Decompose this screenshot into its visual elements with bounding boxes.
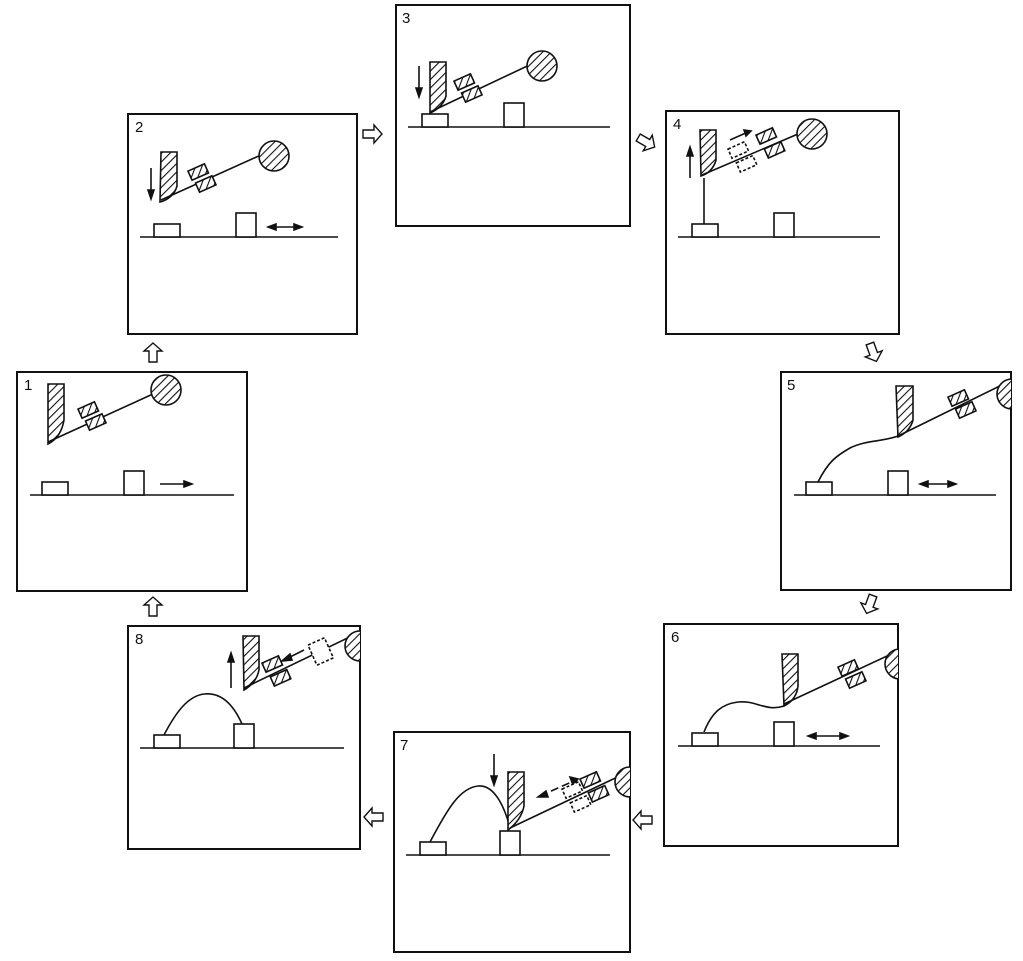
wire-clamp-icon	[260, 654, 292, 688]
bond-pad-2	[503, 102, 525, 128]
wire-spool-icon	[150, 374, 182, 406]
hollow-arrow-icon	[635, 133, 656, 153]
hollow-arrow-icon	[142, 342, 164, 363]
wire	[509, 771, 629, 829]
wire-clamp-old-position	[726, 140, 758, 174]
bond-pad-2	[233, 723, 255, 749]
panel-label: 1	[24, 377, 32, 394]
wire	[243, 631, 360, 689]
wire-spool-icon	[344, 630, 360, 662]
wire-spool-icon	[258, 140, 290, 172]
wire-clamp-icon	[452, 72, 484, 104]
bond-pad-1	[691, 732, 719, 747]
panel-label: 6	[671, 629, 679, 646]
panel-2: 2	[127, 113, 358, 335]
bond-pad-1	[153, 734, 181, 749]
bond-pad-2	[235, 212, 257, 238]
bond-pad-1	[153, 223, 181, 238]
wire	[47, 387, 167, 443]
wire-loop	[817, 435, 899, 483]
bond-pad-1	[805, 481, 833, 496]
hollow-arrow-icon	[859, 593, 880, 615]
wire	[160, 149, 273, 201]
wire-clamp-icon	[754, 126, 786, 160]
wire-spool-icon	[884, 648, 898, 680]
wire-spool-icon	[996, 378, 1011, 410]
wire-clamp-icon	[76, 400, 108, 432]
wire-clamp-icon	[186, 162, 218, 194]
panel-label: 4	[673, 116, 681, 133]
panel-3: 3	[395, 4, 631, 227]
panel-6: 6	[663, 623, 899, 847]
panel-label: 3	[402, 10, 410, 27]
wire-clamp-old-position	[560, 780, 592, 814]
capillary-icon	[242, 635, 260, 692]
panel-5: 5	[780, 371, 1012, 591]
capillary-icon	[429, 61, 447, 115]
wire-clamp-icon	[836, 658, 868, 690]
panel-label: 2	[135, 119, 143, 136]
wire	[429, 59, 541, 113]
bond-pad-1	[41, 481, 69, 496]
panel-1: 1	[16, 371, 248, 592]
bond-pad-1	[691, 223, 719, 238]
capillary-icon	[47, 383, 65, 446]
capillary-icon	[699, 129, 717, 178]
wire-loop	[703, 701, 785, 733]
hollow-arrow-icon	[632, 809, 653, 831]
wire-clamp-icon	[946, 388, 978, 420]
capillary-icon	[507, 771, 525, 832]
hollow-arrow-icon	[363, 806, 384, 828]
panel-label: 8	[135, 631, 143, 648]
wire-spool-icon	[796, 118, 828, 150]
bond-pad-2	[499, 830, 521, 856]
capillary-icon	[781, 653, 799, 708]
panel-7: 7	[393, 731, 631, 953]
bond-pad-2	[887, 470, 909, 496]
bond-pad-1	[421, 113, 449, 128]
wire-loop	[429, 785, 511, 843]
wire-spool-icon	[526, 50, 558, 82]
wire	[897, 379, 1011, 437]
panel-8: 8	[127, 625, 361, 850]
bond-pad-1	[419, 841, 447, 856]
panel-4: 4	[665, 110, 900, 335]
bond-pad-2	[773, 212, 795, 238]
wire-clamp-old-position	[306, 636, 335, 667]
bond-pad-2	[123, 470, 145, 496]
hollow-arrow-icon	[142, 596, 164, 617]
wire-loop	[163, 693, 243, 736]
panel-label: 7	[400, 737, 408, 754]
hollow-arrow-icon	[863, 341, 884, 363]
bond-pad-2	[773, 721, 795, 747]
hollow-arrow-icon	[362, 123, 383, 145]
wire-spool-icon	[614, 766, 630, 798]
wire	[701, 127, 813, 176]
wire-clamp-icon	[578, 770, 610, 804]
panel-label: 5	[787, 377, 795, 394]
capillary-icon	[895, 385, 914, 439]
